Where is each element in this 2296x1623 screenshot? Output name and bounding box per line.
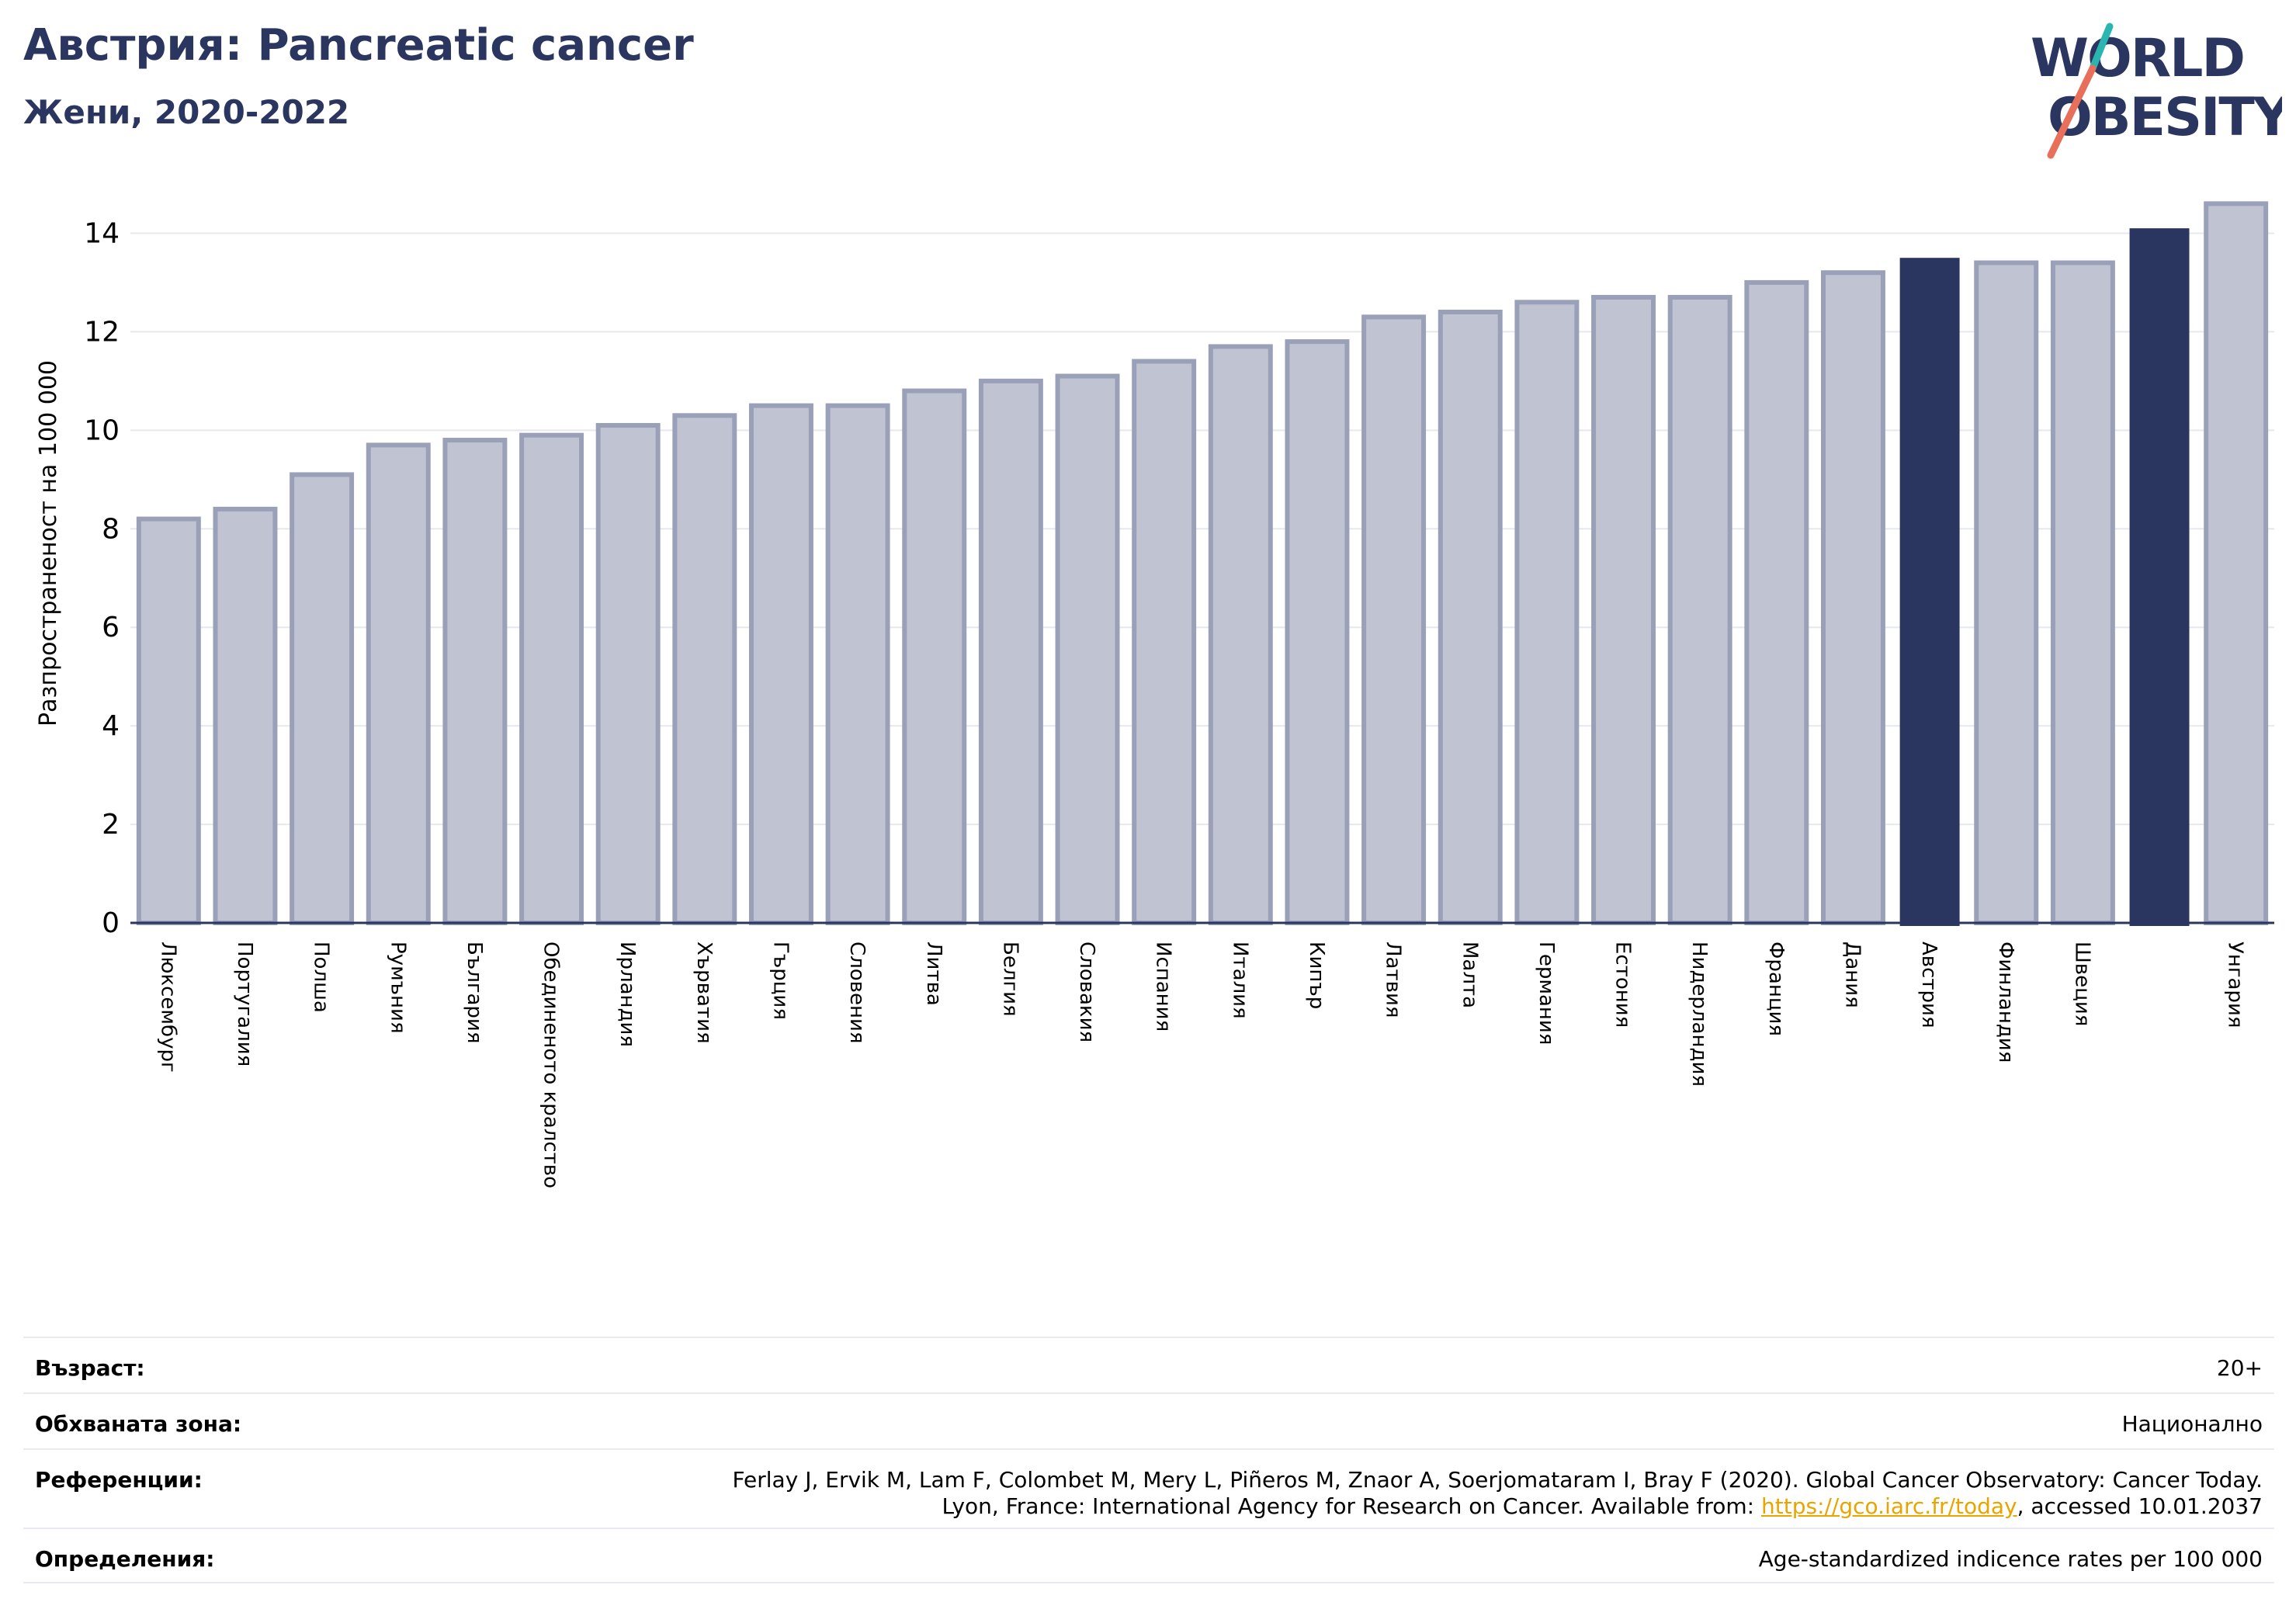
bar — [1667, 294, 1732, 925]
info-row-coverage: Обхваната зона: Национално — [23, 1392, 2274, 1448]
age-value: 20+ — [2216, 1355, 2263, 1381]
bar — [672, 413, 737, 925]
references-line2-pre: Lyon, France: International Agency for R… — [942, 1493, 1761, 1519]
bar — [825, 403, 890, 925]
bar — [1285, 339, 1350, 925]
bar — [2129, 228, 2190, 926]
x-tick-label: Унгария — [2224, 942, 2247, 1028]
x-tick-label: Испания — [1152, 942, 1175, 1032]
x-tick-label: Белгия — [998, 942, 1021, 1017]
x-tick-label: Нидерландия — [1687, 942, 1711, 1087]
x-tick-label: Финландия — [1994, 942, 2017, 1063]
y-tick-label: 14 — [84, 217, 120, 249]
x-tick-label: Хърватия — [692, 942, 716, 1044]
bar — [2050, 260, 2115, 925]
x-axis-labels: Люксембург Португалия Полша Румъния България… — [156, 942, 2246, 1188]
x-tick-label: Малта — [1458, 942, 1481, 1008]
references-line1: Ferlay J, Ervik M, Lam F, Colombet M, Me… — [732, 1467, 2263, 1493]
bar — [213, 506, 278, 925]
bar — [136, 516, 201, 925]
x-tick-label: Италия — [1228, 942, 1251, 1019]
y-axis-label: Разпространеност на 100 000 — [35, 360, 62, 727]
y-tick-label: 6 — [102, 612, 120, 643]
y-tick-label: 8 — [102, 513, 120, 545]
age-label: Възраст: — [35, 1355, 145, 1381]
y-tick-label: 2 — [102, 809, 120, 841]
info-row-references: Референции: Ferlay J, Ervik M, Lam F, Co… — [23, 1448, 2274, 1528]
bar — [1361, 314, 1427, 925]
bar — [442, 438, 508, 925]
info-row-age: Възраст: 20+ — [23, 1337, 2274, 1392]
x-tick-label: Румъния — [386, 942, 409, 1034]
logo-text-world: WORLD — [2031, 28, 2244, 89]
x-tick-label: Люксембург — [156, 942, 179, 1073]
bar — [748, 403, 813, 925]
bar — [1132, 359, 1197, 926]
x-tick-label: Кипър — [1305, 942, 1328, 1009]
references-value: Ferlay J, Ervik M, Lam F, Colombet M, Me… — [732, 1467, 2263, 1520]
definitions-value: Age-standardized indicence rates per 100… — [1758, 1546, 2263, 1572]
logo-slash-bottom — [2047, 64, 2097, 159]
y-tick-label: 4 — [102, 710, 120, 742]
x-tick-label: Обединеното кралство — [539, 942, 563, 1188]
info-row-definitions: Определения: Age-standardized indicence … — [23, 1528, 2274, 1583]
bars — [136, 201, 2269, 926]
y-tick-label: 10 — [84, 414, 120, 446]
x-tick-label: Естония — [1611, 942, 1635, 1028]
bar — [519, 432, 584, 925]
x-tick-label: Полша — [310, 942, 333, 1013]
bar — [1744, 279, 1809, 925]
bar — [1438, 310, 1503, 926]
coverage-value: Национално — [2121, 1411, 2263, 1437]
references-label: Референции: — [35, 1467, 203, 1493]
world-obesity-logo: WORLD OBESITY — [2031, 23, 2282, 159]
bar — [1208, 344, 1273, 925]
bar — [290, 472, 355, 925]
x-tick-label: Литва — [922, 942, 945, 1006]
bar — [1055, 373, 1120, 925]
x-tick-label: България — [463, 942, 486, 1043]
bar — [595, 422, 661, 925]
bar-chart: Разпространеност на 100 000 02468101214 … — [35, 201, 2274, 1188]
bar — [1899, 258, 1960, 926]
x-tick-label: Латвия — [1382, 942, 1405, 1018]
y-tick-label: 12 — [84, 316, 120, 348]
bar — [1514, 300, 1580, 925]
x-tick-label: Словения — [845, 942, 869, 1044]
x-tick-label: Дания — [1840, 942, 1864, 1008]
bar — [1974, 260, 2039, 925]
x-tick-label: Германия — [1535, 942, 1558, 1045]
x-tick-label: Франция — [1764, 942, 1788, 1036]
x-tick-label: Португалия — [233, 942, 256, 1066]
x-tick-label: Австрия — [1917, 942, 1941, 1028]
logo-text-obesity: OBESITY — [2048, 87, 2282, 148]
page-title: Австрия: Pancreatic cancer — [23, 20, 694, 71]
definitions-label: Определения: — [35, 1546, 215, 1572]
x-tick-label: Ирландия — [616, 942, 639, 1047]
y-axis-ticks: 0 2 4 6 8 10 12 14 — [84, 217, 120, 939]
bar — [1591, 294, 1656, 925]
bar — [978, 378, 1043, 926]
bar — [902, 388, 967, 925]
bar — [366, 442, 431, 925]
x-tick-label: Гърция — [768, 942, 792, 1020]
x-tick-label: Словакия — [1075, 942, 1098, 1042]
y-tick-label: 0 — [102, 907, 120, 939]
page-subtitle: Жени, 2020-2022 — [23, 93, 350, 131]
bar — [1820, 270, 1885, 925]
info-table: Възраст: 20+ Обхваната зона: Национално … — [23, 1337, 2274, 1583]
coverage-label: Обхваната зона: — [35, 1411, 242, 1437]
logo-slash-top — [2089, 23, 2114, 72]
references-link[interactable]: https://gco.iarc.fr/today — [1761, 1493, 2017, 1519]
x-tick-label: Швеция — [2070, 942, 2093, 1026]
references-line2-post: , accessed 10.01.2037 — [2017, 1493, 2263, 1519]
bar — [2204, 201, 2269, 925]
